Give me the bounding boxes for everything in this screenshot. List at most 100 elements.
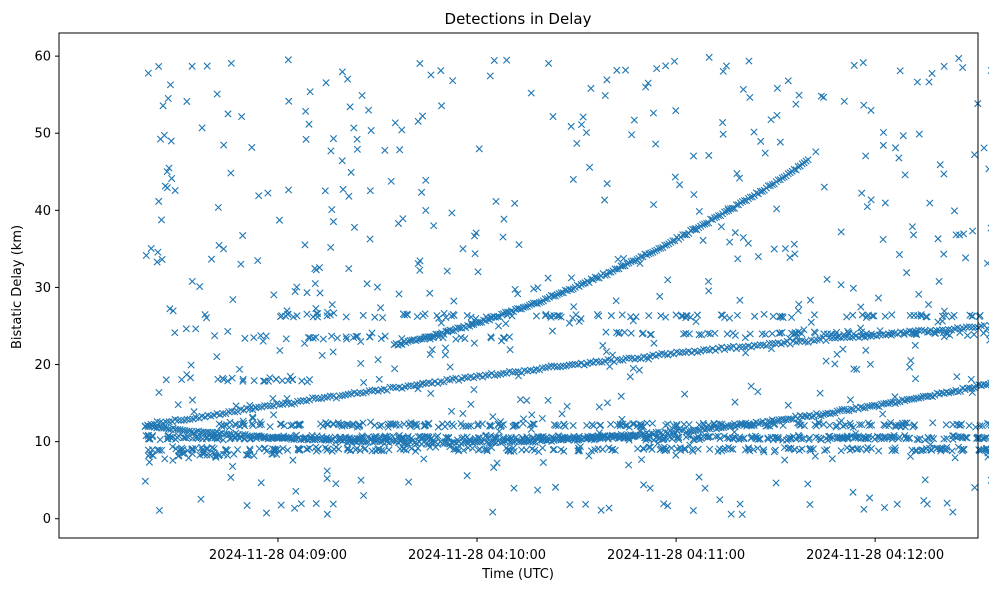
clutter-point <box>579 113 587 121</box>
clutter-point <box>239 417 247 425</box>
band-point <box>421 422 429 430</box>
track-point <box>629 257 637 265</box>
clutter-point <box>351 437 359 446</box>
band-point <box>771 420 779 428</box>
band-point <box>948 447 956 455</box>
clutter-point <box>486 72 494 80</box>
band-point <box>220 421 228 430</box>
track-point <box>637 253 645 261</box>
track-point <box>586 358 594 366</box>
band-point <box>826 421 834 430</box>
band-point <box>335 421 343 429</box>
band-point <box>384 423 392 431</box>
clutter-point <box>852 429 860 438</box>
band-point <box>720 313 729 322</box>
band-point <box>294 446 302 454</box>
band-point <box>884 433 892 442</box>
band-point <box>660 434 668 442</box>
band-point <box>617 433 626 441</box>
band-point <box>978 422 986 430</box>
clutter-point <box>426 350 434 359</box>
band-point <box>888 311 896 319</box>
band-point <box>486 422 494 430</box>
clutter-point <box>850 365 858 373</box>
clutter-point <box>227 473 235 481</box>
clutter-point <box>983 259 989 267</box>
track-point <box>525 301 534 309</box>
band-point <box>815 418 823 426</box>
clutter-point <box>293 283 301 291</box>
track-point <box>162 418 170 426</box>
clutter-point <box>745 57 753 65</box>
clutter-point <box>781 456 789 464</box>
clutter-point <box>327 147 335 155</box>
band-point <box>943 446 951 454</box>
band-point <box>699 419 707 427</box>
clutter-point <box>527 89 535 97</box>
band-point <box>382 433 390 442</box>
clutter-point <box>934 235 942 243</box>
clutter-point <box>229 295 237 304</box>
band-point <box>256 418 264 426</box>
clutter-point <box>636 259 644 268</box>
clutter-point <box>968 227 977 235</box>
track-point <box>326 392 334 400</box>
clutter-point <box>621 66 630 74</box>
band-point <box>458 434 466 442</box>
band-point <box>849 311 857 319</box>
band-point <box>503 311 511 319</box>
clutter-point <box>381 146 389 154</box>
band-point <box>321 444 329 452</box>
clutter-point <box>595 403 603 411</box>
band-point <box>906 327 914 335</box>
clutter-point <box>567 122 575 130</box>
clutter-point <box>754 252 762 261</box>
track-point <box>442 327 450 335</box>
band-point <box>398 334 406 343</box>
band-point <box>389 420 397 428</box>
band-point <box>162 376 170 384</box>
clutter-point <box>731 229 739 237</box>
band-point <box>180 434 188 442</box>
clutter-point <box>188 62 196 70</box>
clutter-point <box>670 57 679 65</box>
clutter-point <box>416 266 424 274</box>
clutter-point <box>358 91 366 100</box>
band-point <box>759 446 768 454</box>
band-point <box>433 311 441 320</box>
clutter-point <box>534 486 542 494</box>
band-point <box>977 446 985 454</box>
band-point <box>727 445 735 453</box>
band-point <box>296 446 304 454</box>
band-point <box>293 312 301 320</box>
band-point <box>683 312 691 320</box>
band-point <box>584 432 592 441</box>
band-point <box>917 310 925 319</box>
band-point <box>343 335 351 343</box>
clutter-point <box>689 152 698 160</box>
track-point <box>723 344 732 352</box>
y-tick-label: 20 <box>34 358 51 373</box>
clutter-point <box>896 67 904 75</box>
band-point <box>965 421 973 430</box>
clutter-point <box>503 56 511 64</box>
clutter-point <box>343 75 352 83</box>
track-point <box>186 415 194 423</box>
track-point <box>768 180 776 189</box>
track-point <box>497 310 506 318</box>
band-point <box>552 421 560 430</box>
band-point <box>779 436 787 444</box>
clutter-point <box>628 131 636 139</box>
band-point <box>805 434 814 442</box>
band-point <box>506 446 515 455</box>
band-point <box>929 419 937 427</box>
clutter-point <box>437 319 445 327</box>
track-point <box>231 408 239 416</box>
clutter-point <box>940 250 948 258</box>
band-point <box>955 421 963 429</box>
clutter-point <box>155 197 163 205</box>
clutter-point <box>618 415 626 423</box>
clutter-point <box>642 83 650 91</box>
y-tick-label: 40 <box>34 204 51 219</box>
